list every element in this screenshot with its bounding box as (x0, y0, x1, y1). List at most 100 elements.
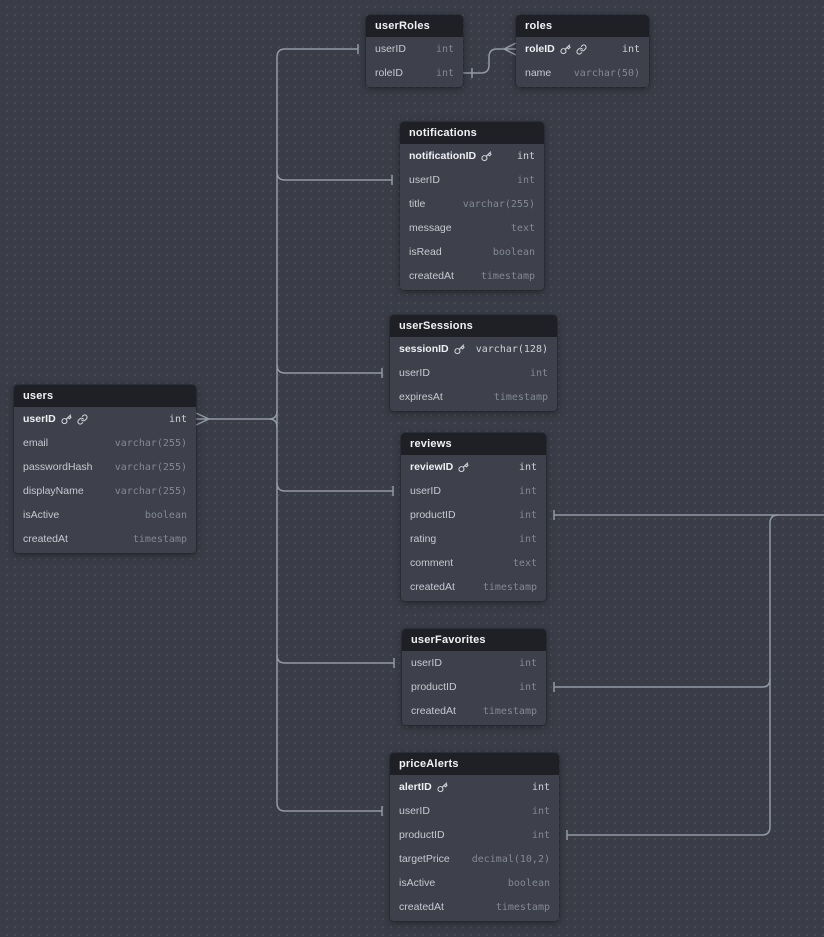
field-name: isRead (409, 246, 442, 258)
table-header[interactable]: users (14, 385, 196, 407)
table-title: roles (525, 20, 553, 32)
relationship-line[interactable] (209, 410, 278, 428)
field-label: userID (399, 367, 430, 379)
field-label: isActive (23, 509, 60, 521)
field-row[interactable]: createdAt timestamp (402, 699, 546, 723)
field-row[interactable]: createdAt timestamp (14, 527, 196, 551)
field-row[interactable]: roleID int (516, 37, 649, 61)
table-body: sessionID varchar(128) userID int expire… (390, 337, 557, 411)
field-row[interactable]: sessionID varchar(128) (390, 337, 557, 361)
relationship-line[interactable] (276, 364, 382, 374)
field-row[interactable]: reviewID int (401, 455, 546, 479)
table-card-userSessions[interactable]: userSessions sessionID varchar(128) user… (390, 315, 557, 411)
field-label: userID (410, 485, 441, 497)
table-header[interactable]: userRoles (366, 15, 463, 37)
field-row[interactable]: createdAt timestamp (390, 895, 559, 919)
field-type: int (518, 657, 537, 669)
field-row[interactable]: createdAt timestamp (401, 575, 546, 599)
field-row[interactable]: productID int (401, 503, 546, 527)
field-type: timestamp (493, 391, 548, 403)
field-row[interactable]: userID int (401, 479, 546, 503)
table-card-userFavorites[interactable]: userFavorites userID int productID int c… (402, 629, 546, 725)
key-icon (458, 461, 469, 473)
table-header[interactable]: userSessions (390, 315, 557, 337)
table-card-roles[interactable]: roles roleID int name varchar(50) (516, 15, 649, 87)
field-row[interactable]: expiresAt timestamp (390, 385, 557, 409)
table-body: userID int productID int createdAt times… (402, 651, 546, 725)
field-row[interactable]: passwordHash varchar(255) (14, 455, 196, 479)
field-type: text (512, 557, 537, 569)
field-type: varchar(255) (462, 198, 535, 210)
field-type: int (516, 174, 535, 186)
field-label: createdAt (411, 705, 456, 717)
key-icon (61, 413, 72, 425)
field-label: createdAt (409, 270, 454, 282)
field-type: varchar(255) (114, 461, 187, 473)
field-row[interactable]: productID int (402, 675, 546, 699)
field-name: message (409, 222, 452, 234)
field-row[interactable]: notificationID int (400, 144, 544, 168)
field-row[interactable]: createdAt timestamp (400, 264, 544, 288)
field-type: int (518, 461, 537, 473)
field-name: userID (399, 805, 430, 817)
table-body: userID int email varchar(255) passwordHa… (14, 407, 196, 553)
relationship-line[interactable] (567, 514, 779, 836)
field-row[interactable]: isActive boolean (14, 503, 196, 527)
table-card-notifications[interactable]: notifications notificationID int userID … (400, 122, 544, 290)
table-header[interactable]: roles (516, 15, 649, 37)
field-row[interactable]: userID int (390, 799, 559, 823)
table-card-priceAlerts[interactable]: priceAlerts alertID int userID int produ… (390, 753, 559, 921)
field-label: message (409, 222, 452, 234)
field-label: targetPrice (399, 853, 450, 865)
relationship-line[interactable] (276, 482, 393, 492)
relationship-line[interactable] (554, 678, 771, 688)
field-label: createdAt (23, 533, 68, 545)
field-name: comment (410, 557, 453, 569)
table-card-users[interactable]: users userID int email varchar(255) pass… (14, 385, 196, 553)
field-label: productID (411, 681, 457, 693)
field-name: alertID (399, 781, 448, 793)
field-type: varchar(255) (114, 437, 187, 449)
field-row[interactable]: isRead boolean (400, 240, 544, 264)
field-label: roleID (525, 43, 555, 55)
field-row[interactable]: title varchar(255) (400, 192, 544, 216)
field-label: passwordHash (23, 461, 93, 473)
table-card-reviews[interactable]: reviews reviewID int userID int productI… (401, 433, 546, 601)
field-row[interactable]: isActive boolean (390, 871, 559, 895)
field-label: userID (399, 805, 430, 817)
field-name: rating (410, 533, 436, 545)
table-header[interactable]: userFavorites (402, 629, 546, 651)
table-header[interactable]: priceAlerts (390, 753, 559, 775)
table-title: priceAlerts (399, 758, 459, 770)
field-row[interactable]: userID int (14, 407, 196, 431)
field-row[interactable]: targetPrice decimal(10,2) (390, 847, 559, 871)
table-card-userRoles[interactable]: userRoles userID int roleID int (366, 15, 463, 87)
field-row[interactable]: productID int (390, 823, 559, 847)
field-row[interactable]: userID int (400, 168, 544, 192)
field-name: userID (23, 413, 88, 425)
field-label: userID (411, 657, 442, 669)
relationship-line[interactable] (276, 48, 382, 812)
field-row[interactable]: rating int (401, 527, 546, 551)
table-header[interactable]: notifications (400, 122, 544, 144)
field-row[interactable]: comment text (401, 551, 546, 575)
field-label: rating (410, 533, 437, 545)
table-header[interactable]: reviews (401, 433, 546, 455)
field-row[interactable]: userID int (366, 37, 463, 61)
relationship-line[interactable] (276, 654, 394, 664)
relationship-line[interactable] (463, 48, 504, 74)
field-row[interactable]: displayName varchar(255) (14, 479, 196, 503)
field-row[interactable]: roleID int (366, 61, 463, 85)
relationship-line[interactable] (276, 171, 392, 181)
field-row[interactable]: userID int (402, 651, 546, 675)
field-row[interactable]: message text (400, 216, 544, 240)
field-name: userID (410, 485, 441, 497)
table-title: notifications (409, 127, 477, 139)
field-row[interactable]: userID int (390, 361, 557, 385)
key-icon (481, 150, 492, 162)
field-row[interactable]: alertID int (390, 775, 559, 799)
field-row[interactable]: name varchar(50) (516, 61, 649, 85)
field-row[interactable]: email varchar(255) (14, 431, 196, 455)
field-name: reviewID (410, 461, 469, 473)
